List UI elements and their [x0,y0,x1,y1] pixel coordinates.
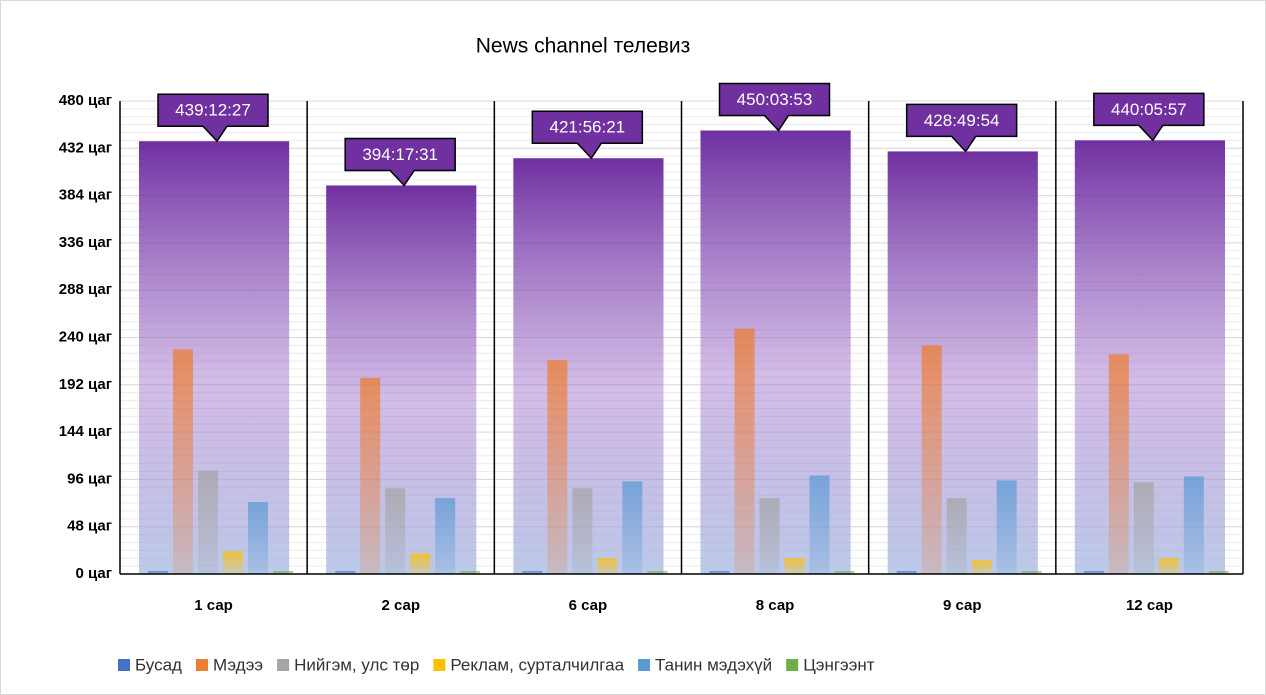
callout [531,110,644,160]
bar [547,360,568,574]
bar [896,571,917,574]
value-label: 394:17:31 [362,145,438,164]
legend-label: Цэнгээнт [803,655,875,674]
legend-label: Мэдээ [213,655,263,674]
bar [996,480,1017,574]
bar [1208,571,1229,574]
bar [435,498,456,574]
bar [1183,476,1204,574]
x-tick-label: 2 сар [381,597,420,614]
y-tick-label: 384 цаг [59,187,112,204]
value-label: 428:49:54 [924,111,1000,130]
bar [572,488,593,574]
bar [460,571,481,574]
bar [385,488,406,574]
y-tick-label: 240 цаг [59,328,112,345]
bar [248,502,268,574]
callout [344,137,456,187]
bar [734,328,755,574]
bar [1021,571,1042,574]
bar [921,345,942,574]
x-tick-label: 8 сар [756,597,795,614]
callout [718,82,831,132]
x-tick-label: 1 сар [194,597,233,614]
bar [759,498,780,574]
value-label: 440:05:57 [1111,100,1187,119]
y-tick-label: 432 цаг [59,139,112,156]
bar [198,470,218,574]
bar [273,571,293,574]
bar [335,571,356,574]
bar [1158,558,1179,574]
bar [784,558,805,574]
bar [1083,571,1104,574]
chart-title: News channel телевиз [476,35,691,58]
legend-swatch [277,659,290,671]
bar [223,551,243,574]
y-tick-label: 192 цаг [59,376,112,393]
legend-swatch [786,659,799,671]
value-label: 421:56:21 [550,118,626,137]
callout [1093,92,1205,142]
bar [360,377,381,574]
legend-label: Нийгэм, улс төр [294,655,419,674]
bar [173,349,193,574]
legend-swatch [195,659,208,671]
bar [1108,354,1129,574]
y-tick-label: 48 цаг [67,518,112,535]
bar [410,553,431,574]
bar [834,571,855,574]
bar [971,560,992,574]
value-label: 439:12:27 [175,101,251,120]
y-tick-label: 144 цаг [59,423,112,440]
legend-swatch [433,659,446,671]
callout [157,93,269,143]
legend-swatch [638,659,651,671]
bar [809,475,830,574]
y-tick-label: 0 цаг [75,565,112,582]
y-tick-label: 96 цаг [67,470,112,487]
y-tick-label: 288 цаг [59,281,112,298]
bar [622,481,643,574]
bar [647,571,668,574]
bar [148,571,168,574]
legend-swatch [118,659,130,671]
callout [905,103,1018,153]
legend-label: Бусад [135,655,182,674]
x-tick-label: 12 сар [1126,597,1173,614]
y-tick-label: 480 цаг [59,92,112,109]
x-tick-label: 9 сар [943,597,982,614]
y-tick-label: 336 цаг [59,234,112,251]
legend-label: Реклам, сурталчилгаа [450,655,624,674]
bar [522,571,543,574]
bar [597,558,618,574]
x-tick-label: 6 сар [569,597,608,614]
legend-label: Танин мэдэхүй [655,655,772,674]
bar [946,498,967,574]
value-label: 450:03:53 [737,90,813,109]
bar [1133,482,1154,574]
bar [709,571,730,574]
